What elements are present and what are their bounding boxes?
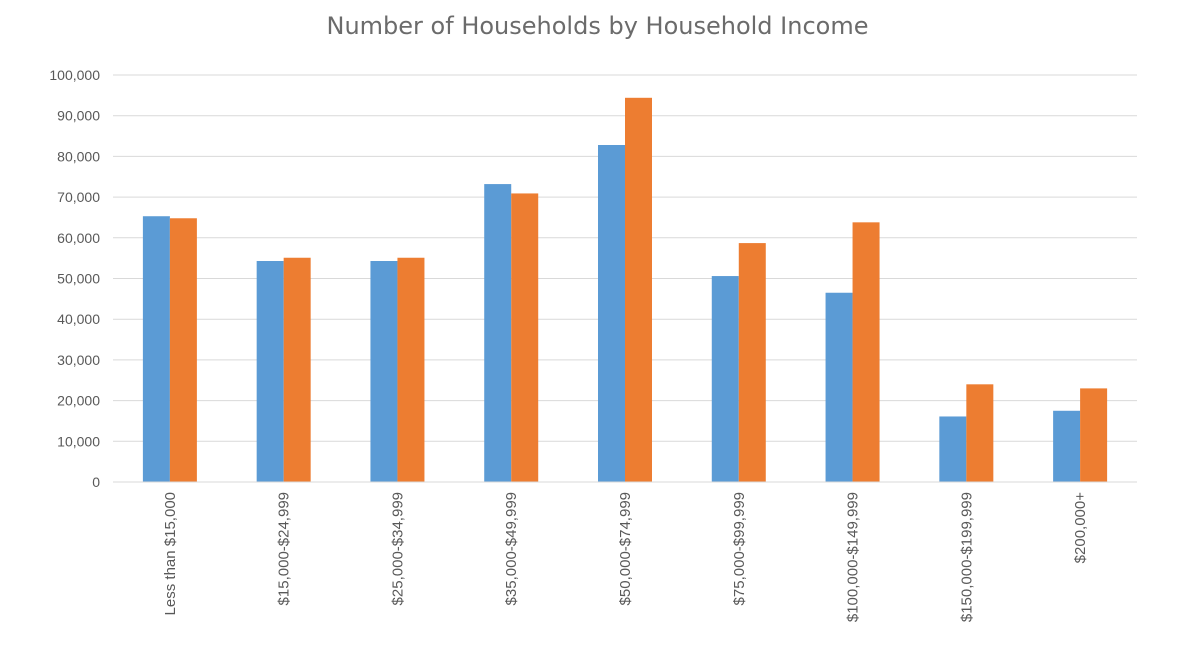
bar (370, 260, 398, 482)
x-tick-label: $100,000-$149,999 (845, 492, 862, 622)
bar (825, 292, 853, 482)
y-tick-label: 100,000 (49, 67, 100, 83)
bar (1080, 388, 1108, 482)
y-tick-label: 90,000 (57, 108, 100, 124)
y-tick-label: 10,000 (57, 433, 100, 449)
bar (169, 218, 197, 482)
bar (511, 193, 539, 482)
y-tick-label: 70,000 (57, 189, 100, 205)
bar (711, 276, 739, 482)
y-tick-label: 20,000 (57, 393, 100, 409)
bar (939, 416, 967, 482)
y-tick-label: 60,000 (57, 230, 100, 246)
bar (738, 243, 766, 482)
bar (283, 257, 311, 482)
x-tick-label: $35,000-$49,999 (503, 492, 520, 605)
bar (852, 222, 880, 483)
y-tick-label: 0 (92, 474, 100, 490)
bar (966, 384, 994, 482)
bar (397, 257, 425, 482)
bar (142, 216, 170, 482)
bar (484, 184, 512, 483)
bar (625, 97, 652, 483)
bar (1053, 410, 1081, 482)
y-tick-label: 50,000 (57, 271, 100, 287)
x-tick-label: $15,000-$24,999 (276, 492, 293, 605)
bar (256, 260, 284, 482)
bar (598, 145, 625, 482)
chart-title: Number of Households by Household Income (326, 12, 869, 40)
x-tick-label: $50,000-$74,999 (617, 492, 634, 605)
x-tick-label: $150,000-$199,999 (958, 492, 975, 622)
x-tick-label: $25,000-$34,999 (389, 492, 406, 605)
y-tick-label: 30,000 (57, 352, 100, 368)
y-tick-label: 40,000 (57, 311, 100, 327)
x-tick-label: $200,000+ (1072, 492, 1089, 564)
y-tick-label: 80,000 (57, 148, 100, 164)
x-tick-label: Less than $15,000 (162, 492, 179, 615)
x-tick-label: $75,000-$99,999 (731, 492, 748, 605)
